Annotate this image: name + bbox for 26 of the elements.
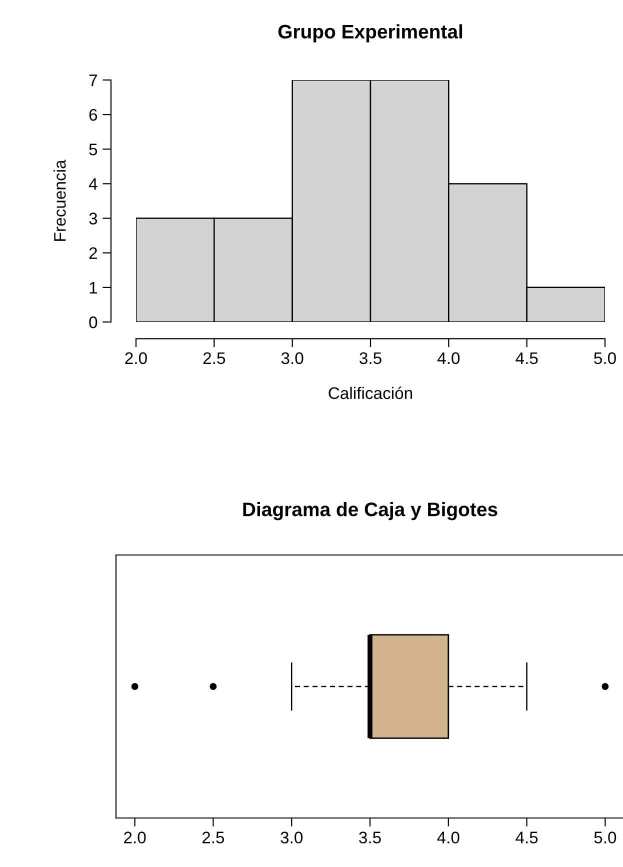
y-tick-label: 6 bbox=[89, 108, 98, 121]
x-tick-label: 4.0 bbox=[437, 352, 460, 364]
y-tick-label: 0 bbox=[89, 316, 98, 328]
x-tick-label: 2.0 bbox=[124, 832, 146, 844]
y-tick-label: 3 bbox=[89, 212, 98, 224]
x-tick-label: 3.0 bbox=[281, 352, 304, 364]
y-tick-label: 5 bbox=[89, 144, 98, 156]
x-tick-label: 4.5 bbox=[516, 832, 538, 844]
chart-title: Diagrama de Caja y Bigotes bbox=[243, 502, 498, 520]
x-tick-label: 5.0 bbox=[594, 832, 616, 844]
y-axis-title: Frecuencia bbox=[54, 160, 66, 241]
x-tick-label: 4.0 bbox=[437, 832, 460, 844]
x-tick-label: 2.0 bbox=[125, 352, 147, 364]
x-tick-label: 3.0 bbox=[280, 832, 303, 844]
y-tick-label: 2 bbox=[89, 247, 97, 259]
x-axis-title: Calificación bbox=[328, 386, 412, 400]
x-tick-label: 3.5 bbox=[359, 832, 381, 844]
y-tick-label: 1 bbox=[90, 282, 97, 294]
y-tick-label: 4 bbox=[88, 178, 98, 190]
x-tick-label: 2.5 bbox=[203, 352, 226, 364]
x-tick-label: 3.5 bbox=[360, 352, 382, 364]
x-tick-label: 5.0 bbox=[594, 352, 616, 364]
x-tick-label: 4.5 bbox=[516, 352, 538, 364]
x-tick-label: 2.5 bbox=[202, 832, 224, 844]
chart-title: Grupo Experimental bbox=[278, 24, 462, 42]
y-tick-label: 7 bbox=[89, 74, 97, 86]
